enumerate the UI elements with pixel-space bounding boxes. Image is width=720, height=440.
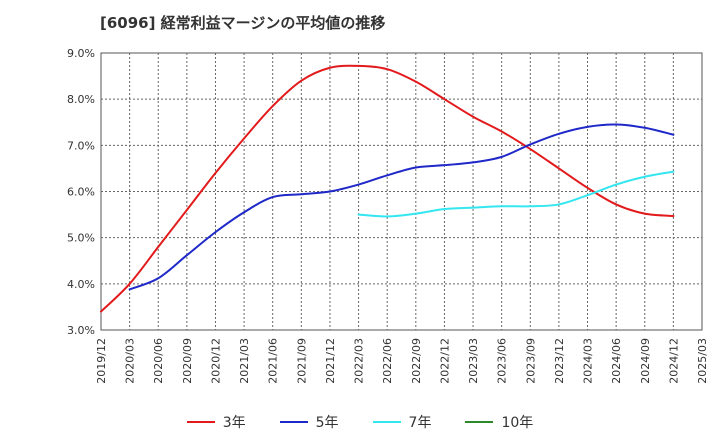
- y-tick-label: 8.0%: [67, 93, 95, 106]
- x-tick-label: 2023/03: [467, 338, 480, 384]
- y-tick-label: 7.0%: [67, 139, 95, 152]
- x-tick-label: 2021/12: [324, 338, 337, 384]
- x-tick-label: 2021/03: [238, 338, 251, 384]
- y-tick-label: 5.0%: [67, 232, 95, 245]
- x-tick-label: 2021/09: [295, 338, 308, 384]
- x-tick-label: 2021/06: [267, 338, 280, 384]
- legend-label: 10年: [501, 415, 534, 431]
- chart-title: [6096] 経常利益マージンの平均値の推移: [100, 14, 386, 32]
- x-tick-label: 2024/03: [582, 338, 595, 384]
- legend-item-3: 7年: [372, 412, 432, 432]
- x-tick-label: 2022/09: [410, 338, 423, 384]
- legend-swatch: [279, 421, 308, 423]
- x-tick-label: 2022/12: [438, 338, 451, 384]
- legend: 3年 5年 7年 10年: [0, 412, 720, 432]
- legend-label: 3年: [222, 415, 246, 431]
- legend-item-2: 5年: [279, 412, 339, 432]
- y-tick-label: 9.0%: [67, 47, 95, 60]
- x-tick-label: 2019/12: [95, 338, 108, 384]
- x-tick-label: 2023/09: [524, 338, 537, 384]
- legend-swatch: [186, 421, 215, 423]
- y-tick-label: 3.0%: [67, 324, 95, 337]
- y-tick-label: 6.0%: [67, 186, 95, 199]
- x-tick-label: 2024/06: [610, 338, 623, 384]
- x-tick-label: 2025/03: [696, 338, 709, 384]
- legend-swatch: [372, 421, 401, 423]
- x-tick-label: 2020/06: [152, 338, 165, 384]
- x-tick-label: 2020/09: [181, 338, 194, 384]
- legend-swatch: [465, 421, 494, 423]
- legend-item-1: 3年: [186, 412, 246, 432]
- x-tick-label: 2023/06: [496, 338, 509, 384]
- x-tick-label: 2022/06: [381, 338, 394, 384]
- x-tick-label: 2024/09: [639, 338, 652, 384]
- series-line-1: [100, 64, 675, 313]
- series-line-3: [357, 170, 675, 218]
- x-tick-label: 2020/03: [124, 338, 137, 384]
- x-tick-label: 2023/12: [553, 338, 566, 384]
- x-tick-label: 2022/03: [353, 338, 366, 384]
- legend-label: 5年: [315, 415, 339, 431]
- x-tick-label: 2020/12: [209, 338, 222, 384]
- legend-label: 7年: [408, 415, 432, 431]
- legend-item-4: 10年: [465, 412, 533, 432]
- series-line-2: [128, 123, 675, 291]
- y-tick-label: 4.0%: [67, 278, 95, 291]
- x-tick-label: 2024/12: [667, 338, 680, 384]
